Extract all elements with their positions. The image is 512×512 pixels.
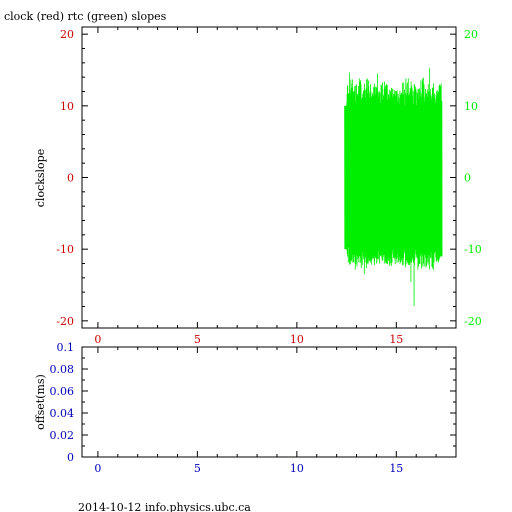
bottom-ylabel: offset(ms): [34, 374, 47, 430]
top-ytick-label-left: 10: [60, 100, 74, 113]
bottom-plot-frame: [81, 346, 457, 458]
top-ytick-label-left: -10: [56, 243, 74, 256]
bottom-xtick-label: 15: [389, 462, 403, 475]
bottom-ytick-label: 0.1: [57, 341, 75, 354]
top-ytick-label-left: 20: [60, 28, 74, 41]
bottom-panel: 0 5 10 15 0.1 0.08 0.06 0.04 0.02 0 offset(ms): [34, 341, 457, 475]
top-ticks: 0 5 10 15 20 10 0 -10 -20 20 10 0 -10 -20: [56, 27, 482, 346]
top-ytick-label-right: 10: [464, 100, 478, 113]
top-xtick-label: 5: [194, 333, 201, 346]
bottom-xtick-label: 10: [290, 462, 304, 475]
bottom-ytick-label: 0.04: [50, 407, 75, 420]
top-ytick-label-left: 0: [67, 172, 74, 185]
top-xtick-label: 0: [94, 333, 101, 346]
top-ytick-label-right: -10: [464, 243, 482, 256]
top-ytick-label-left: -20: [56, 315, 74, 328]
bottom-ytick-label: 0.08: [50, 363, 75, 376]
top-ytick-label-right: 20: [464, 28, 478, 41]
bottom-ytick-label: 0.02: [50, 429, 75, 442]
top-ytick-label-right: -20: [464, 315, 482, 328]
top-xtick-label: 15: [389, 333, 403, 346]
footer-text: 2014-10-12 info.physics.ubc.ca: [78, 501, 251, 512]
bottom-ytick-label: 0: [67, 451, 74, 464]
rtc-slope-series: [344, 68, 443, 307]
chart-title: clock (red) rtc (green) slopes: [4, 10, 167, 23]
top-ylabel: clockslope: [34, 149, 47, 207]
bottom-xtick-label: 0: [94, 462, 101, 475]
bottom-ticks: 0 5 10 15 0.1 0.08 0.06 0.04 0.02 0: [50, 341, 456, 475]
bottom-xtick-label: 5: [194, 462, 201, 475]
top-panel: 0 5 10 15 20 10 0 -10 -20 20 10 0 -10 -20 clockslope: [34, 26, 482, 346]
bottom-ytick-label: 0.06: [50, 385, 75, 398]
top-ytick-label-right: 0: [464, 172, 471, 185]
top-xtick-label: 10: [290, 333, 304, 346]
top-series: [344, 68, 443, 307]
